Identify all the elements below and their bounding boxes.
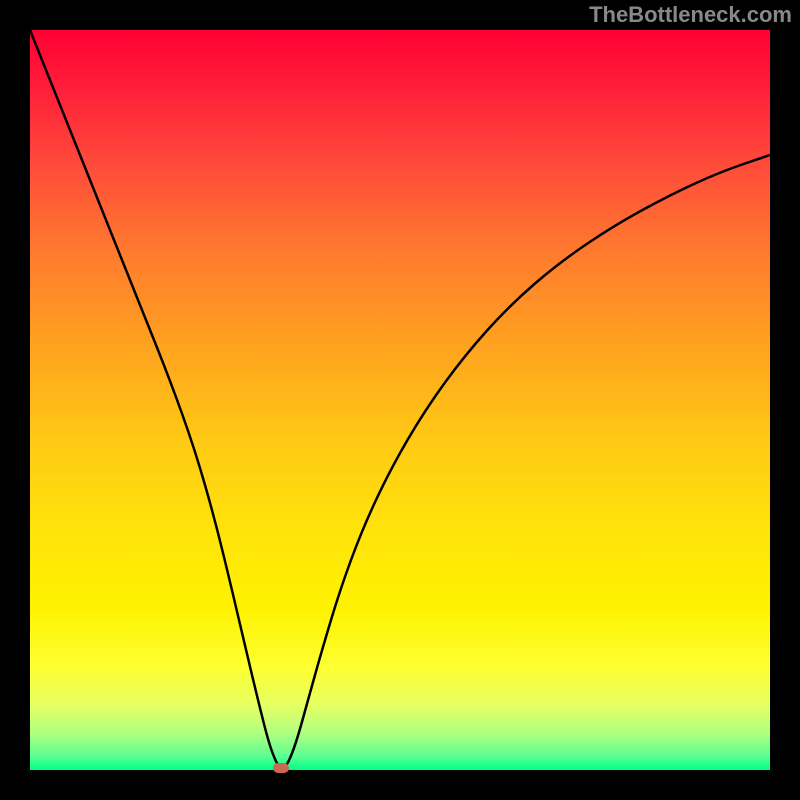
plot-area xyxy=(30,30,770,770)
watermark-text: TheBottleneck.com xyxy=(589,2,792,28)
chart-container: TheBottleneck.com xyxy=(0,0,800,800)
bottleneck-chart xyxy=(0,0,800,800)
minimum-marker xyxy=(273,763,289,773)
